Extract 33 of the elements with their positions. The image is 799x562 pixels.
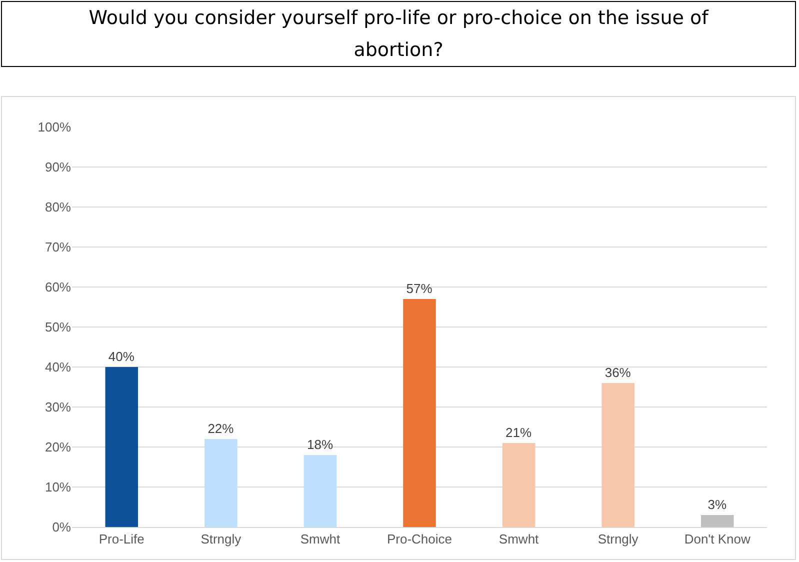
- y-tick-label: 10%: [44, 480, 72, 495]
- bar: [403, 299, 436, 527]
- y-tick-label: 30%: [44, 400, 72, 415]
- data-label: 3%: [708, 497, 727, 512]
- y-tick-label: 70%: [44, 240, 72, 255]
- data-label: 18%: [306, 437, 334, 452]
- x-tick-label: Pro-Choice: [386, 532, 452, 547]
- bar: [602, 383, 634, 527]
- y-tick-label: 80%: [44, 200, 72, 215]
- x-tick-label: Strngly: [200, 532, 242, 547]
- x-tick-label: Don't Know: [684, 532, 752, 547]
- y-tick-label: 100%: [38, 120, 72, 135]
- y-tick-label: 50%: [44, 320, 72, 335]
- data-label: 57%: [406, 281, 433, 296]
- y-tick-label: 90%: [44, 160, 72, 175]
- bar: [700, 515, 734, 527]
- data-label: 36%: [604, 365, 632, 380]
- bar: [304, 455, 337, 527]
- data-label: 40%: [108, 349, 135, 364]
- y-tick-label: 60%: [44, 280, 72, 295]
- y-tick-label: 0%: [52, 520, 72, 535]
- x-tick-label: Pro-Life: [98, 532, 144, 547]
- x-tick-label: Strngly: [598, 532, 639, 547]
- y-tick-label: 40%: [44, 360, 72, 375]
- data-label: 22%: [208, 421, 234, 436]
- y-tick-label: 20%: [44, 440, 72, 455]
- x-tick-label: Smwht: [498, 532, 540, 547]
- chart-title: Would you consider yourself pro-life or pro-choice on the issue of abortion?: [1, 1, 796, 67]
- bar: [105, 367, 138, 527]
- data-label: 21%: [506, 425, 532, 440]
- bar: [204, 439, 238, 527]
- x-tick-label: Smwht: [300, 532, 340, 547]
- bar: [502, 443, 536, 527]
